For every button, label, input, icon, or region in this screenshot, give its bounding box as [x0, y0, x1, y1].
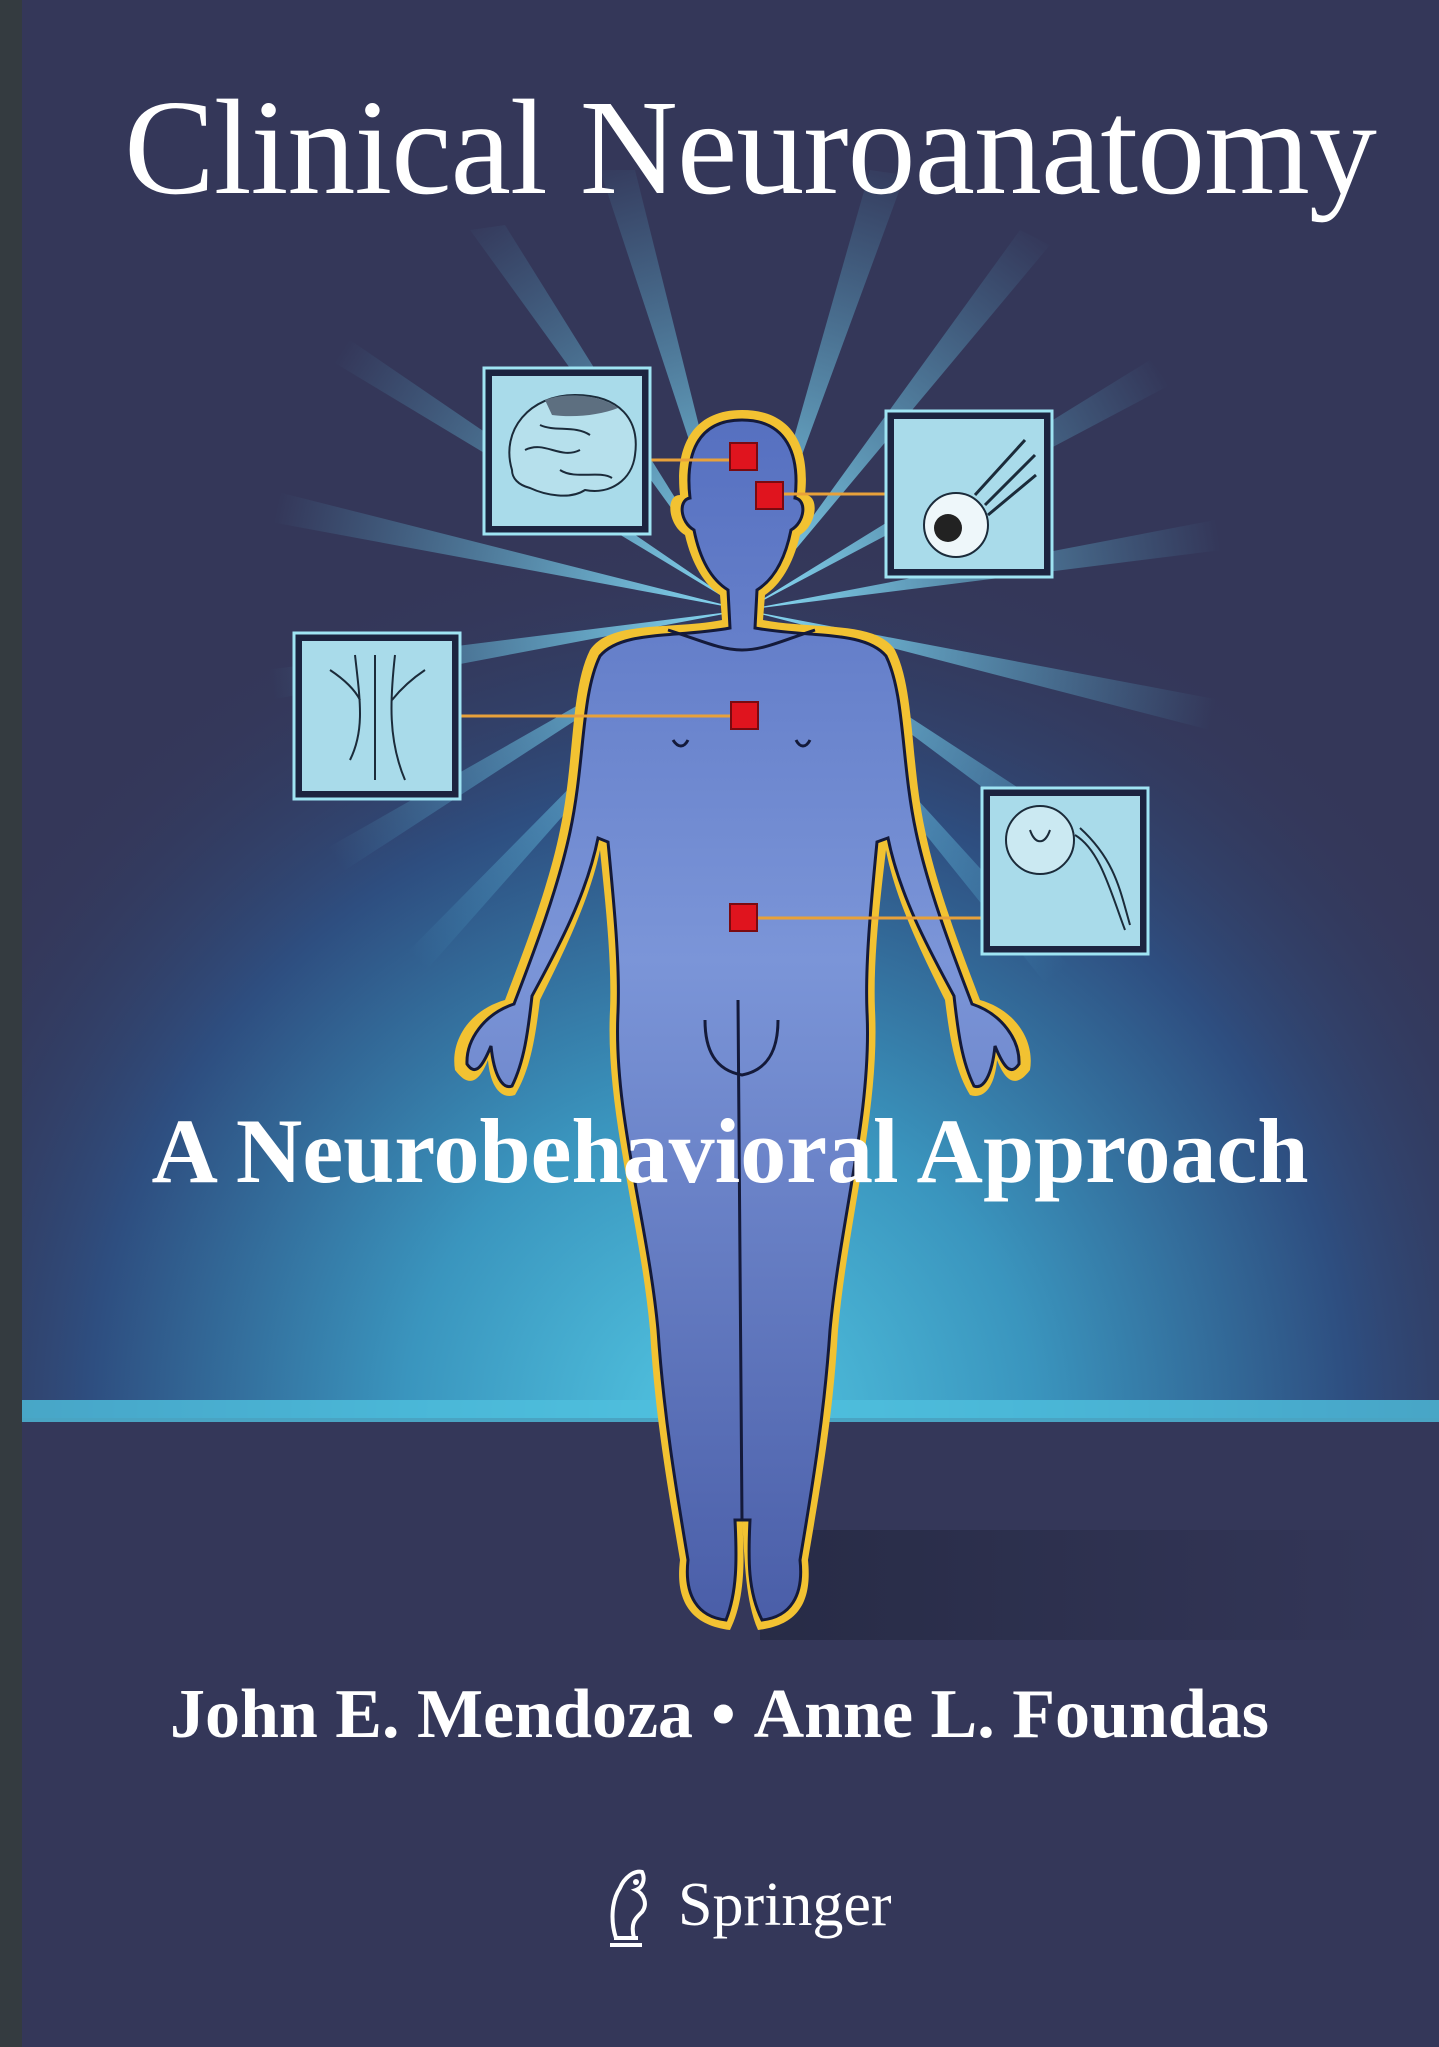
author-2: Anne L. Foundas — [753, 1676, 1270, 1753]
spinal-cord-icon — [980, 786, 1150, 956]
spine-edge — [0, 0, 22, 2047]
marker-brain — [729, 442, 758, 471]
publisher-name: Springer — [678, 1871, 892, 1939]
brain-icon — [482, 366, 652, 536]
marker-eye — [755, 481, 784, 510]
author-line: John E. Mendoza • Anne L. Foundas — [0, 1680, 1439, 1750]
brainstem-icon — [292, 631, 462, 801]
book-title: Clinical Neuroanatomy — [124, 73, 1377, 223]
eye-icon — [884, 409, 1054, 579]
publisher: Springer — [590, 1860, 892, 1950]
figure-details — [667, 628, 816, 1521]
springer-horse-icon — [610, 1869, 647, 1947]
author-1: John E. Mendoza — [169, 1676, 694, 1753]
marker-abdomen — [729, 903, 758, 932]
marker-chest — [730, 701, 759, 730]
markers — [729, 442, 784, 932]
figure-shadow — [760, 1530, 1439, 1640]
author-separator: • — [711, 1676, 736, 1753]
book-subtitle: A Neurobehavioral Approach — [151, 1100, 1309, 1202]
